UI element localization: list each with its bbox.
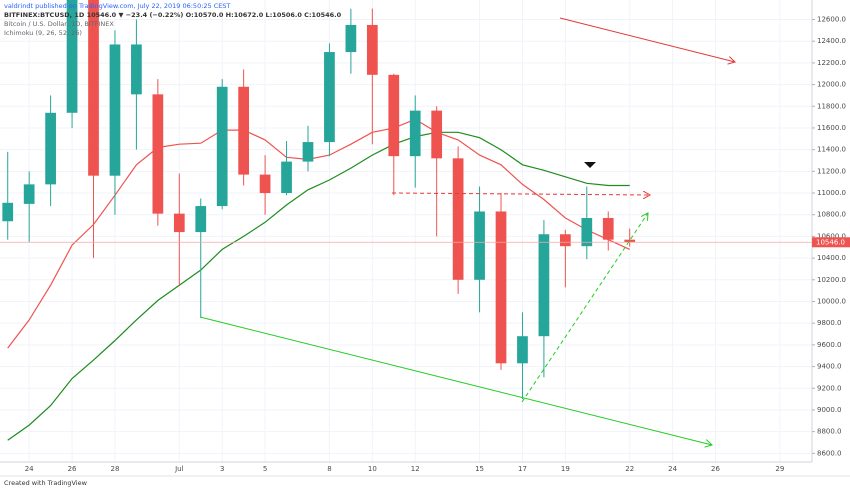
y-tick-label: 12200.0 <box>817 59 846 67</box>
indicator-line <box>7 131 630 441</box>
y-tick-label: 11200.0 <box>817 167 846 175</box>
y-tick-label: 10000.0 <box>817 297 846 305</box>
candle-body <box>45 112 56 185</box>
x-tick-label: 29 <box>775 465 784 473</box>
footer: Created with TradingView <box>4 479 88 487</box>
y-tick-label: 9600.0 <box>817 341 842 349</box>
candle-body <box>238 86 250 175</box>
x-tick-label: 10 <box>368 465 377 473</box>
author-line: valdrindt published on TradingView.com, … <box>4 2 231 10</box>
y-tick-label: 12600.0 <box>817 16 846 24</box>
x-tick-label: 24 <box>25 465 34 473</box>
trend-arrow <box>559 17 735 62</box>
dashed-arrow <box>391 193 650 195</box>
axes: 8600.0 8800.0 9000.0 9200.0 9400.0 9600.0 9800… <box>25 16 850 473</box>
candle-body <box>66 0 78 113</box>
y-tick-label: 11800.0 <box>817 102 846 110</box>
candle-body <box>409 110 421 157</box>
candle-body <box>495 211 507 364</box>
y-tick-label: 11000.0 <box>817 189 846 197</box>
x-tick-label: 17 <box>518 465 527 473</box>
drawings <box>199 17 735 445</box>
candle-body <box>452 158 464 280</box>
y-tick-label: 12400.0 <box>817 37 846 45</box>
symbol-line: BITFINEX:BTCUSD, 1D 10546.0 ▼ −23.4 (−0.… <box>4 11 342 19</box>
x-tick-label: 19 <box>561 465 570 473</box>
candle-body <box>517 336 528 364</box>
y-tick-label: 9400.0 <box>817 363 842 371</box>
candle-body <box>324 52 335 143</box>
candle-body <box>131 44 142 95</box>
y-tick-label: 9800.0 <box>817 319 842 327</box>
indicator-label: Ichimoku (9, 26, 52, 26) <box>4 29 82 37</box>
y-tick-label: 10800.0 <box>817 211 846 219</box>
marker-triangle <box>584 162 596 168</box>
candle-body <box>559 234 571 247</box>
candle-body <box>23 184 35 204</box>
y-tick-label: 9200.0 <box>817 384 842 392</box>
x-tick-label: 22 <box>625 465 634 473</box>
y-tick-label: 12000.0 <box>817 81 846 89</box>
chart-title: Bitcoin / U.S. Dollar, 1D, BITFINEX <box>4 20 114 28</box>
indicator-line <box>7 118 630 349</box>
candle-body <box>173 213 185 233</box>
x-tick-label: 12 <box>411 465 420 473</box>
last-price-label: 10546.0 <box>816 238 845 246</box>
candle-body <box>109 44 121 176</box>
x-tick-label: Jul <box>174 465 184 473</box>
trend-arrow <box>199 316 712 445</box>
candle-body <box>366 24 378 75</box>
candle-body <box>538 234 550 337</box>
dashed-arrow <box>521 213 648 403</box>
candle-body <box>602 217 614 240</box>
x-tick-label: 28 <box>110 465 119 473</box>
candle-body <box>216 86 228 207</box>
x-tick-label: 15 <box>475 465 484 473</box>
x-tick-label: 8 <box>327 465 331 473</box>
candle-body <box>152 94 164 214</box>
candle-body <box>302 142 314 162</box>
x-tick-label: 26 <box>711 465 720 473</box>
y-tick-label: 11400.0 <box>817 146 846 154</box>
y-tick-label: 11600.0 <box>817 124 846 132</box>
candle-body <box>431 110 443 159</box>
candle-body <box>2 202 14 222</box>
y-tick-label: 8800.0 <box>817 428 842 436</box>
candle-body <box>195 206 207 233</box>
candle-body <box>581 217 593 247</box>
y-tick-label: 10400.0 <box>817 254 846 262</box>
candle-body <box>388 74 400 157</box>
last-price-box <box>812 237 850 248</box>
grid <box>0 0 812 462</box>
y-tick-label: 9000.0 <box>817 406 842 414</box>
plot-area <box>0 0 812 441</box>
x-tick-label: 5 <box>263 465 267 473</box>
x-tick-label: 26 <box>68 465 77 473</box>
candle-body <box>281 161 292 194</box>
candle-body <box>345 24 357 53</box>
candle-body <box>474 211 485 280</box>
x-tick-label: 3 <box>220 465 224 473</box>
y-tick-label: 10200.0 <box>817 276 846 284</box>
candle-body <box>259 174 271 194</box>
y-tick-label: 10600.0 <box>817 232 846 240</box>
y-tick-label: 8600.0 <box>817 449 842 457</box>
candle-body <box>624 239 636 243</box>
x-tick-label: 24 <box>668 465 677 473</box>
candle-body <box>88 0 99 176</box>
